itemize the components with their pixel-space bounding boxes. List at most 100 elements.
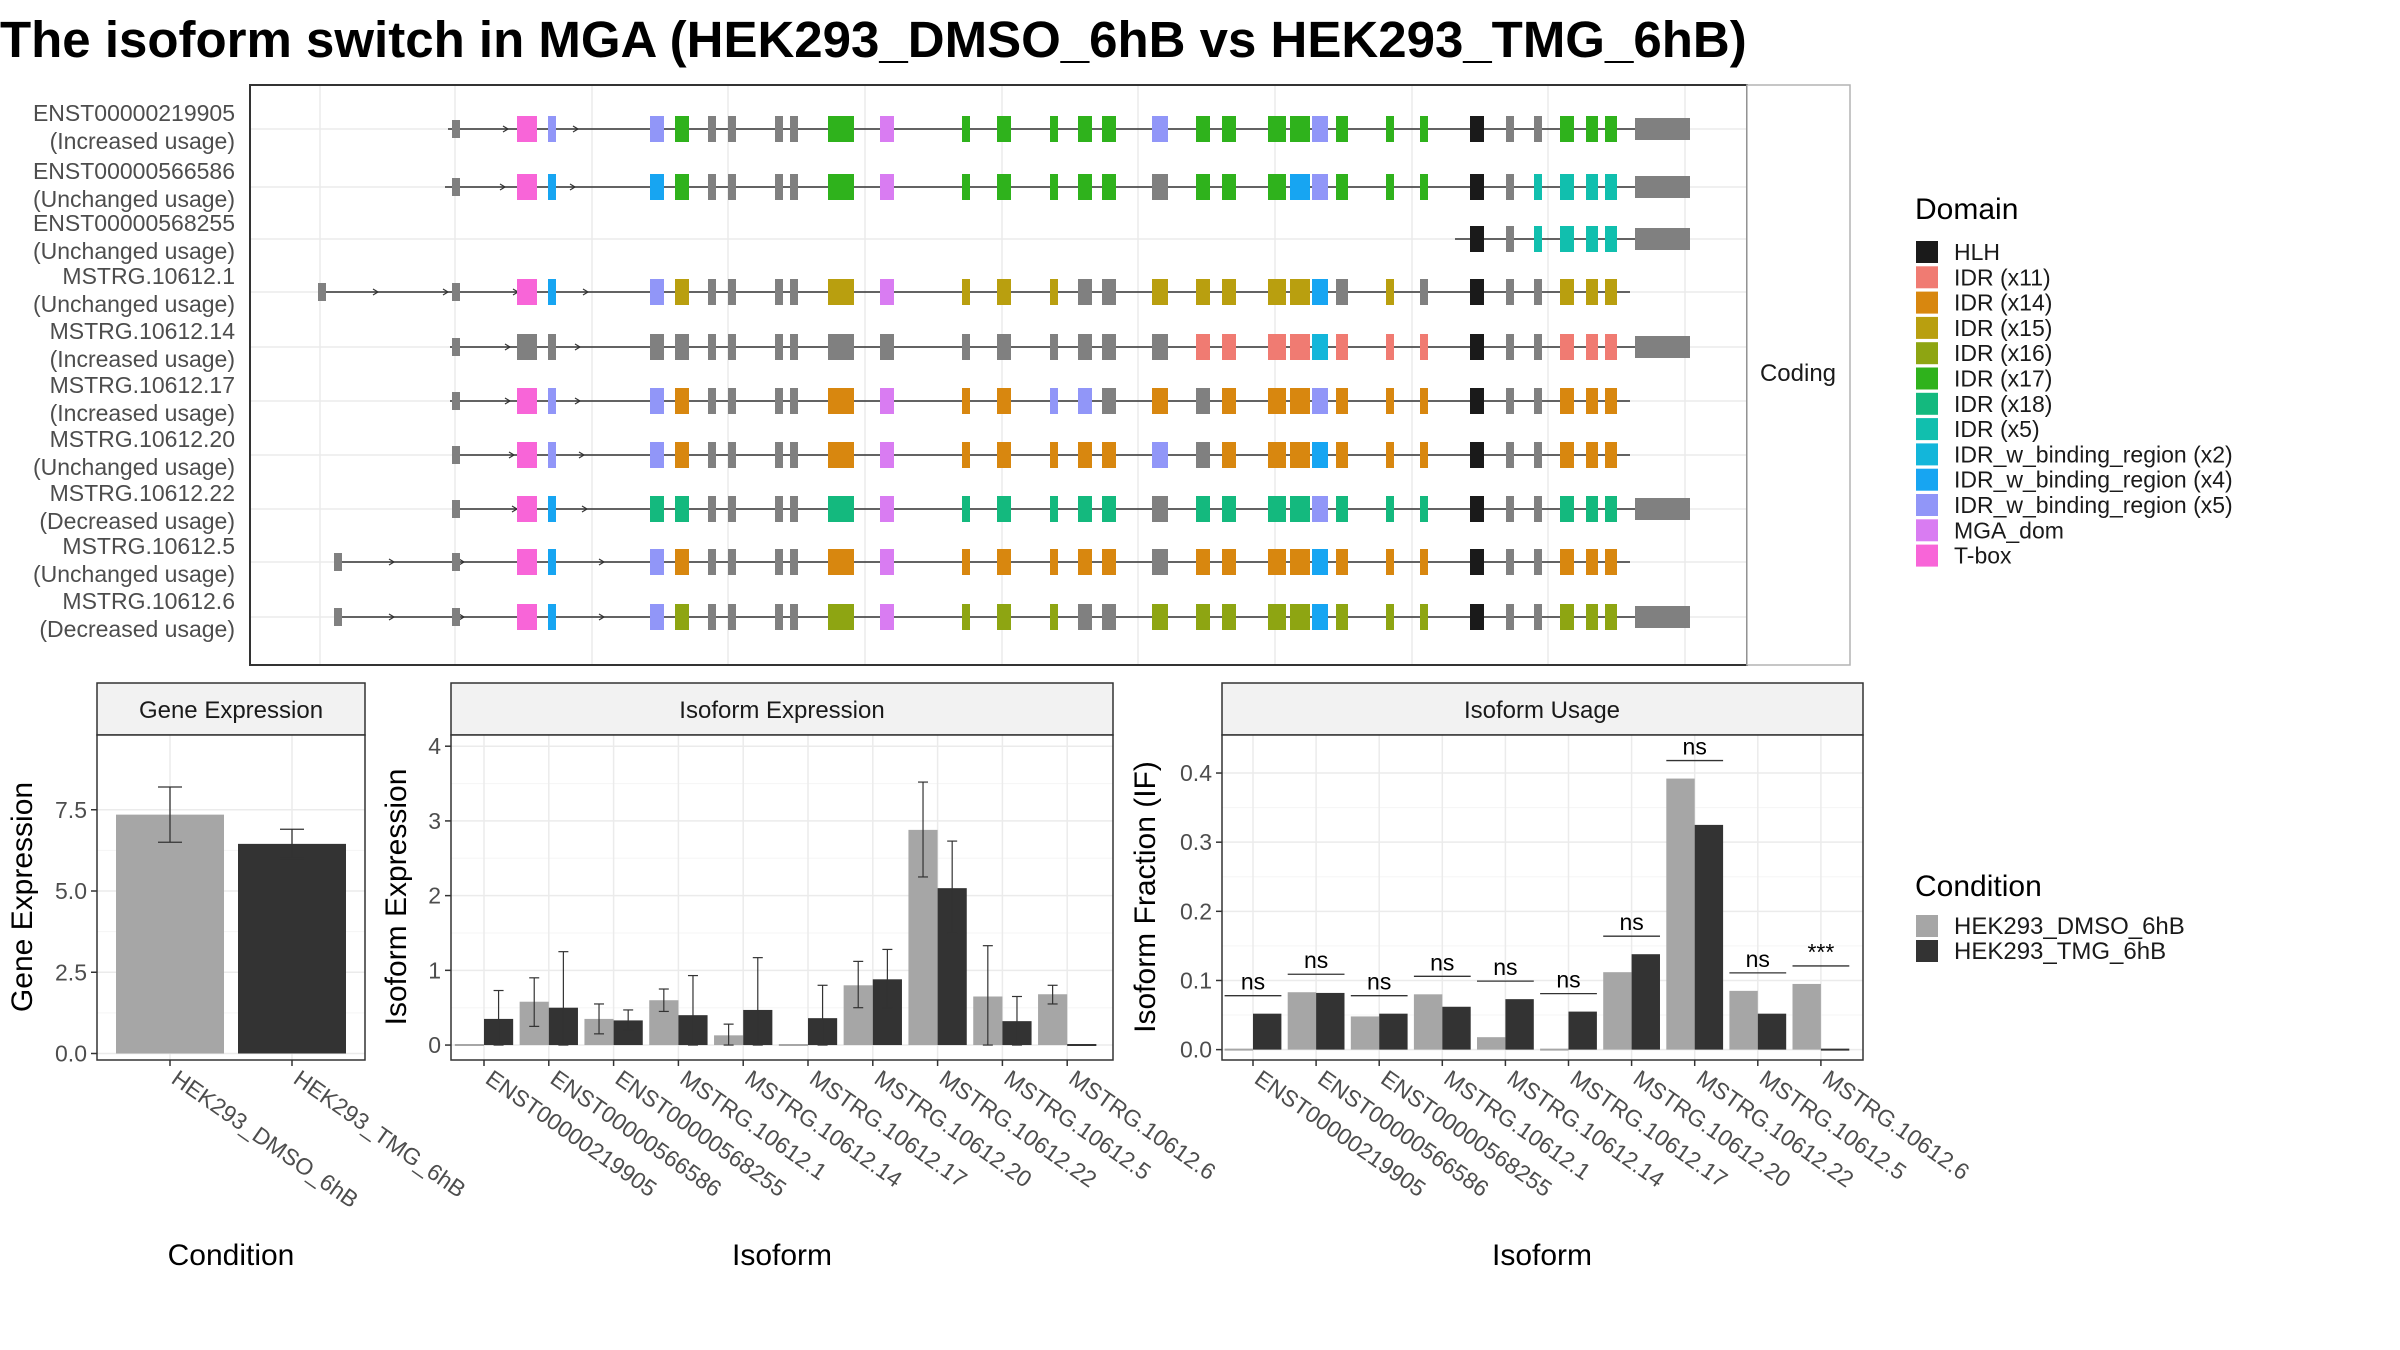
transcript-exon [708, 604, 716, 630]
transcript-exon [728, 496, 736, 522]
y-tick-label: 7.5 [55, 797, 87, 823]
transcript-arrow [574, 343, 582, 351]
transcript-exon [1050, 279, 1058, 305]
transcript-exon [728, 442, 736, 468]
transcript-exon [728, 604, 736, 630]
y-tick-label: 0.0 [1180, 1037, 1212, 1063]
transcript-exon [1586, 116, 1598, 142]
transcript-exon [1386, 604, 1394, 630]
transcript-exon [1268, 442, 1286, 468]
transcript-id-label: MSTRG.10612.22 [50, 480, 235, 506]
transcript-exon [1290, 604, 1310, 630]
transcript-exon [1312, 388, 1328, 414]
transcript-exon [1560, 604, 1574, 630]
transcript-rows [318, 116, 1690, 630]
y-tick-label: 0 [428, 1032, 441, 1058]
transcript-exon [1605, 388, 1617, 414]
transcript-exon [708, 549, 716, 575]
transcript-exon [1196, 334, 1210, 360]
domain-legend-key [1916, 468, 1938, 491]
transcript-exon [1102, 279, 1116, 305]
transcript-exon [828, 549, 854, 575]
transcript-arrow [572, 125, 580, 133]
transcript-exon [1560, 116, 1574, 142]
condition-legend: Condition HEK293_DMSO_6hB HEK293_TMG_6hB [1915, 870, 2185, 965]
transcript-exon [1290, 116, 1310, 142]
transcript-exon [1222, 496, 1236, 522]
transcript-exon [1152, 174, 1168, 200]
transcript-id-label: MSTRG.10612.6 [62, 588, 235, 614]
transcript-status-label: (Increased usage) [50, 346, 235, 372]
transcript-id-label: MSTRG.10612.20 [50, 426, 235, 452]
isoform-expression-bars [454, 781, 1097, 1047]
transcript-exon [1336, 334, 1348, 360]
transcript-utr-block [334, 608, 342, 626]
transcript-exon [728, 388, 736, 414]
transcript-arrow [504, 397, 512, 405]
transcript-exon [548, 116, 556, 142]
transcript-exon [828, 442, 854, 468]
transcript-exon [1605, 442, 1617, 468]
transcript-utr-block [334, 553, 342, 571]
y-tick-label: 5.0 [55, 878, 87, 904]
transcript-status-label: (Unchanged usage) [33, 186, 235, 212]
transcript-exon [997, 174, 1011, 200]
domain-legend-key [1916, 544, 1938, 567]
transcript-exon [1586, 279, 1598, 305]
transcript-exon [1470, 279, 1484, 305]
transcript-exon [1605, 174, 1617, 200]
transcript-exon [1605, 279, 1617, 305]
domain-legend-key [1916, 519, 1938, 542]
transcript-exon [1420, 334, 1428, 360]
transcript-exon [880, 388, 894, 414]
bar [1379, 1013, 1408, 1050]
transcript-exon [775, 549, 783, 575]
transcript-exon [1470, 334, 1484, 360]
transcript-exon [828, 604, 854, 630]
transcript-exon [1470, 116, 1484, 142]
transcript-exon [775, 334, 783, 360]
transcript-exon [675, 496, 689, 522]
bar [1666, 778, 1695, 1050]
transcript-exon [708, 388, 716, 414]
transcript-exon [828, 279, 854, 305]
gene-expression-xlabel: Condition [168, 1239, 295, 1272]
bar [1729, 990, 1758, 1050]
coding-strip [1746, 84, 1851, 666]
transcript-exon [1268, 174, 1286, 200]
transcript-exon [1605, 116, 1617, 142]
transcript-exon [880, 549, 894, 575]
transcript-id-label: MSTRG.10612.1 [62, 263, 235, 289]
transcript-exon [880, 334, 894, 360]
transcript-exon [1386, 116, 1394, 142]
transcript-exon [790, 334, 798, 360]
transcript-row [450, 388, 1630, 414]
transcript-exon [1560, 226, 1574, 252]
transcript-exon [1102, 116, 1116, 142]
significance-label: ns [1367, 969, 1391, 995]
transcript-exon [708, 116, 716, 142]
isoform-usage-frame [1221, 734, 1864, 1061]
transcript-exon [1506, 442, 1514, 468]
legend-key-tmg [1916, 940, 1938, 962]
transcript-exon [962, 496, 970, 522]
transcript-exon [1506, 496, 1514, 522]
transcript-exon [675, 174, 689, 200]
domain-legend-label: MGA_dom [1954, 517, 2064, 543]
transcript-exon [1420, 442, 1428, 468]
transcript-exon [1078, 496, 1092, 522]
transcript-exon [880, 604, 894, 630]
transcript-arrow [388, 613, 396, 621]
transcript-exon [1534, 604, 1542, 630]
transcript-labels: ENST00000219905(Increased usage)ENST0000… [33, 100, 235, 642]
isoform-usage-chart: Isoform Usage ns ns ns ns ns ns ns ns ns *** 0.0 0… [1129, 682, 1974, 1272]
y-tick-label: 0.0 [55, 1041, 87, 1067]
domain-legend-label: IDR (x18) [1954, 391, 2052, 417]
significance-label: ns [1430, 949, 1454, 975]
transcript-exon [1050, 116, 1058, 142]
transcript-arrow [499, 183, 507, 191]
domain-legend-key [1916, 392, 1938, 415]
bar [116, 814, 224, 1054]
transcript-exon [962, 174, 970, 200]
